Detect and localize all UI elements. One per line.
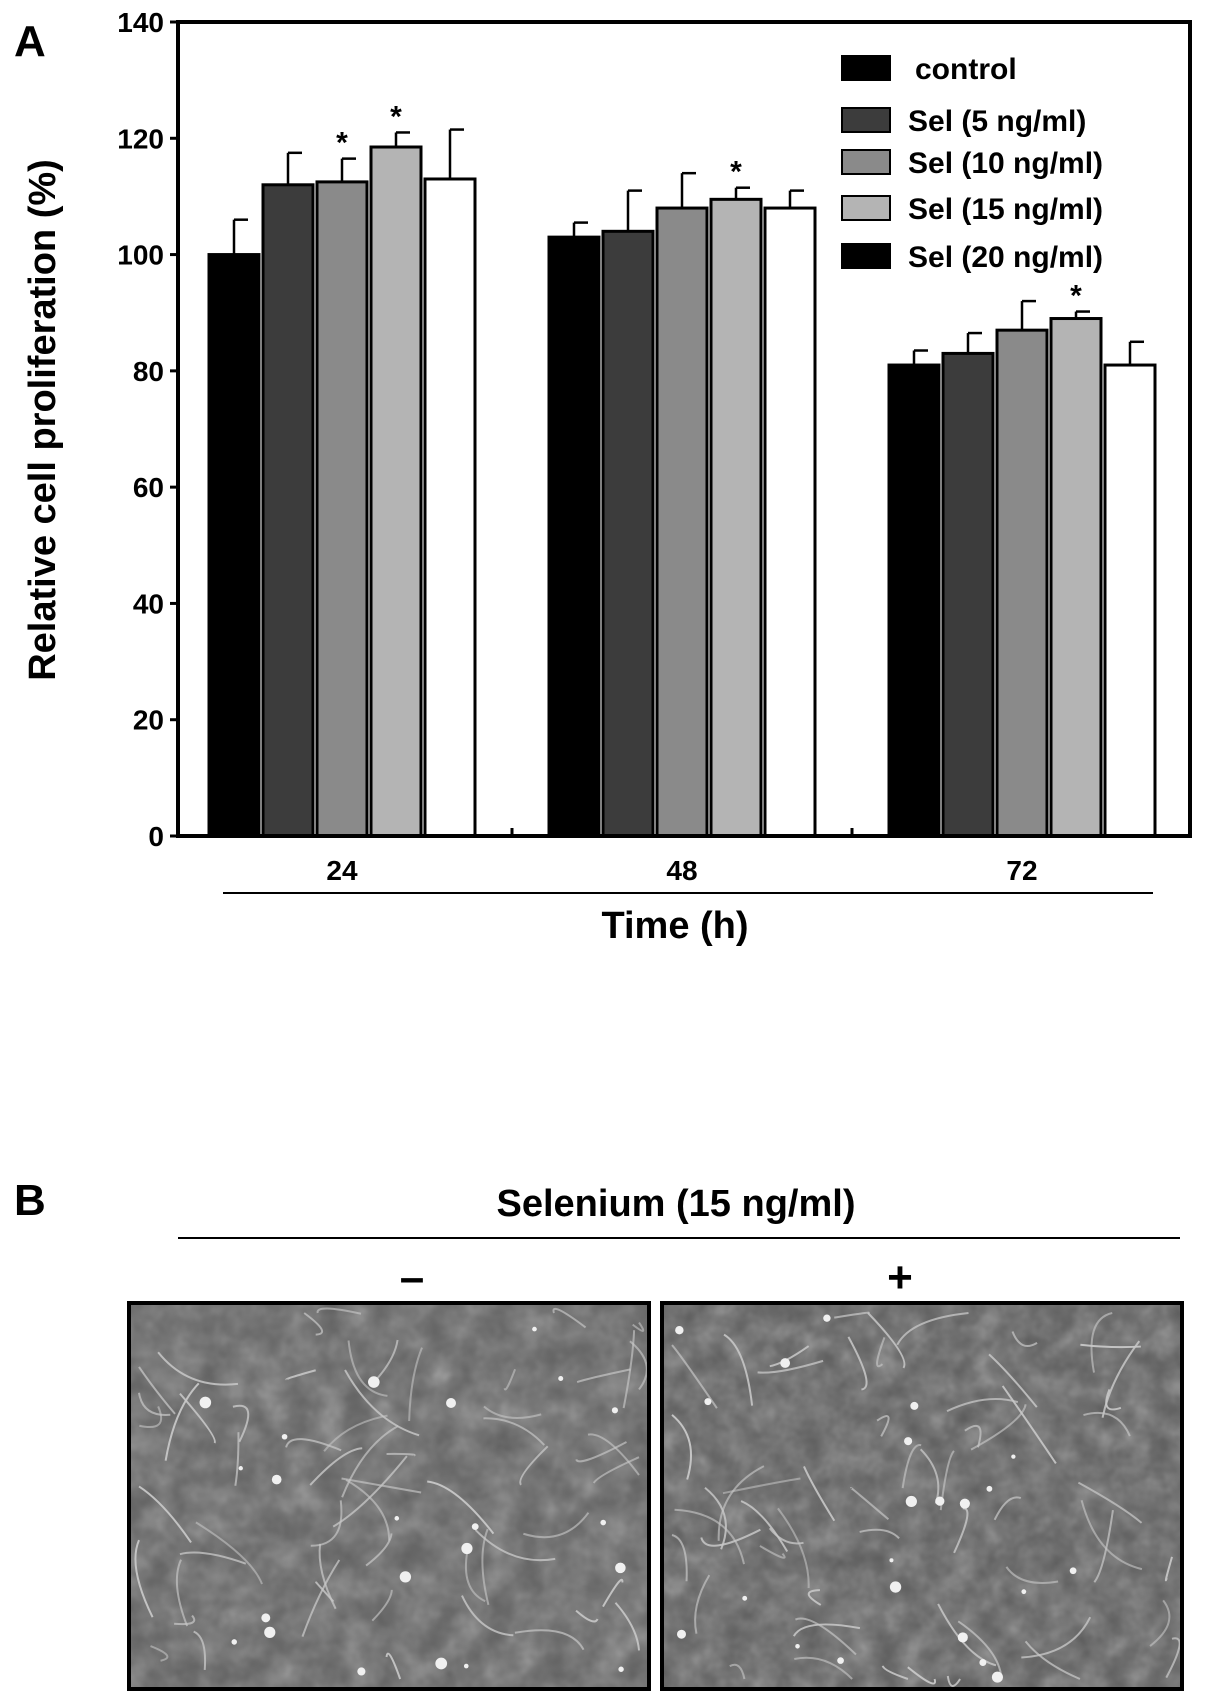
y-tick-label: 20 [133, 705, 164, 736]
bar-72h-series-1 [941, 351, 995, 838]
y-tick-label: 100 [117, 240, 164, 271]
x-tick-label: 72 [1006, 855, 1037, 886]
bar-24h-series-2 [315, 180, 369, 838]
bar-48h-series-4 [763, 206, 817, 838]
bar-48h-series-0 [547, 235, 601, 838]
x-axis: 24 48 72 [326, 828, 1038, 886]
legend-label: Sel (20 ng/ml) [908, 241, 1103, 274]
x-axis-title: Time (h) [601, 905, 748, 947]
y-tick-label: 0 [148, 821, 164, 852]
micrograph-without-selenium [127, 1301, 651, 1691]
significance-markers: * * * * [336, 100, 1082, 312]
panel-a-label: A [14, 17, 46, 66]
bar-72h-series-3 [1049, 317, 1103, 838]
bar-72h-series-0 [887, 363, 941, 838]
y-tick-label: 60 [133, 472, 164, 503]
bar-72h-series-2 [995, 328, 1049, 838]
significance-star: * [1070, 280, 1082, 313]
bar-chart: 0 20 40 60 80 100 120 140 * * * * 24 48 72 control Se… [117, 7, 1192, 886]
legend-label: Sel (15 ng/ml) [908, 193, 1103, 226]
significance-star: * [390, 100, 402, 133]
legend-swatch [841, 149, 891, 175]
micrograph-with-selenium [660, 1301, 1184, 1691]
bar-48h-series-2 [655, 206, 709, 838]
legend-swatch [841, 55, 891, 81]
bar-24h-series-0 [207, 253, 261, 838]
significance-star: * [336, 127, 348, 160]
minus-sign: – [400, 1253, 424, 1302]
legend-swatch [841, 243, 891, 269]
y-tick-label: 140 [117, 7, 164, 38]
y-tick-label: 40 [133, 588, 164, 619]
legend-label: control [915, 53, 1017, 86]
legend-swatch [841, 107, 891, 133]
x-tick-label: 48 [666, 855, 697, 886]
significance-star: * [730, 156, 742, 189]
bar-72h-series-4 [1103, 363, 1157, 838]
y-tick-label: 120 [117, 123, 164, 154]
y-tick-label: 80 [133, 356, 164, 387]
y-axis-title: Relative cell proliferation (%) [22, 159, 64, 681]
legend-label: Sel (10 ng/ml) [908, 147, 1103, 180]
bar-48h-series-1 [601, 229, 655, 838]
legend-label: Sel (5 ng/ml) [908, 105, 1086, 138]
bar-24h-series-4 [423, 177, 477, 838]
panel-b-title: Selenium (15 ng/ml) [497, 1183, 856, 1225]
bar-24h-series-1 [261, 183, 315, 838]
bars [207, 145, 1157, 838]
plot-frame [176, 20, 1192, 838]
panel-b-label: B [14, 1176, 46, 1225]
bar-48h-series-3 [709, 197, 763, 838]
error-bars [232, 128, 1144, 366]
legend: control Sel (5 ng/ml) Sel (10 ng/ml) Sel (1… [841, 53, 1103, 274]
plus-sign: + [887, 1253, 913, 1302]
legend-swatch [841, 195, 891, 221]
bar-24h-series-3 [369, 145, 423, 838]
x-tick-label: 24 [326, 855, 358, 886]
y-axis: 0 20 40 60 80 100 120 140 [117, 7, 178, 852]
